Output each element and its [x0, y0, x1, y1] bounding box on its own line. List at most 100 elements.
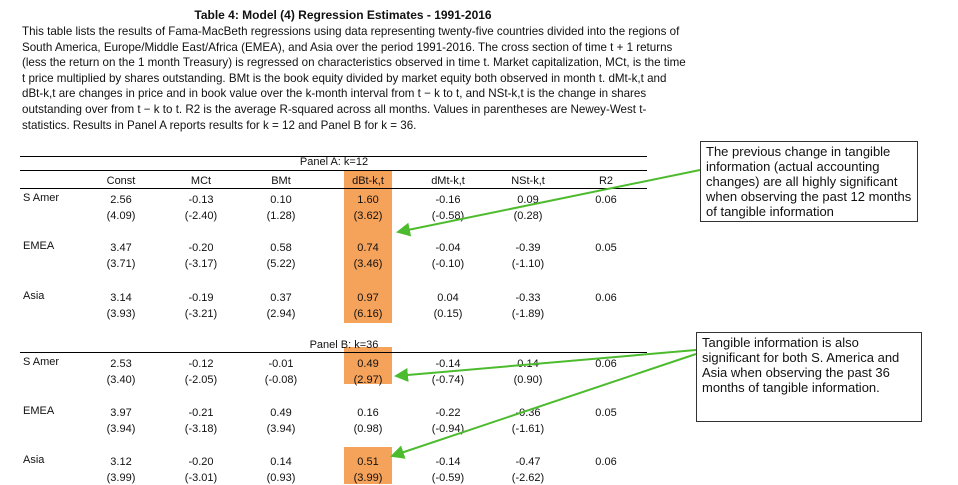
col-header-const: Const	[106, 175, 136, 187]
coef-cell: 0.14	[270, 456, 292, 468]
coef-cell: -0.16	[435, 194, 461, 206]
coef-cell: -0.33	[515, 292, 541, 304]
annotation-box-k12: The previous change in tangible informat…	[700, 141, 918, 222]
arrow-k12	[396, 169, 701, 237]
tstat-cell: (0.15)	[433, 308, 463, 320]
coef-cell: 0.49	[357, 358, 379, 370]
tstat-cell: (-3.18)	[184, 423, 218, 435]
tstat-cell: (3.46)	[353, 258, 383, 270]
row-label: S Amer	[23, 356, 60, 368]
coef-cell: 3.97	[110, 407, 132, 419]
coef-cell: 0.97	[357, 292, 379, 304]
coef-cell: 0.09	[517, 194, 539, 206]
table-caption: This table lists the results of Fama-Mac…	[22, 25, 686, 132]
coef-cell: -0.47	[515, 456, 541, 468]
tstat-cell: (-3.21)	[184, 308, 218, 320]
r2-cell: 0.06	[595, 194, 617, 206]
coef-cell: -0.36	[515, 407, 541, 419]
highlight-panel-b-samer	[344, 347, 392, 384]
tstat-cell: (-3.17)	[184, 258, 218, 270]
row-label: Asia	[23, 290, 45, 302]
coef-cell: -0.21	[188, 407, 214, 419]
tstat-cell: (-2.62)	[511, 472, 545, 484]
col-header-mc: MCt	[190, 175, 212, 187]
r2-cell: 0.05	[595, 407, 617, 419]
coef-cell: 3.47	[110, 242, 132, 254]
coef-cell: -0.14	[435, 456, 461, 468]
coef-cell: 3.12	[110, 456, 132, 468]
tstat-cell: (-0.58)	[431, 210, 465, 222]
tstat-cell: (-0.59)	[431, 472, 465, 484]
coef-cell: -0.01	[268, 358, 294, 370]
col-header-ns: NSt-k,t	[511, 175, 545, 187]
rule-panel-b	[20, 352, 647, 353]
tstat-cell: (4.09)	[106, 210, 136, 222]
rule-top	[20, 156, 647, 157]
highlight-panel-b-asia	[344, 447, 392, 484]
tstat-cell: (1.28)	[266, 210, 296, 222]
tstat-cell: (-0.74)	[431, 374, 465, 386]
tstat-cell: (0.98)	[353, 423, 383, 435]
annotation-box-k36: Tangible information is also significant…	[696, 332, 922, 422]
tstat-cell: (-2.40)	[184, 210, 218, 222]
coef-cell: -0.20	[188, 242, 214, 254]
row-label: Asia	[23, 454, 45, 466]
tstat-cell: (3.94)	[106, 423, 136, 435]
coef-cell: -0.04	[435, 242, 461, 254]
tstat-cell: (2.97)	[353, 374, 383, 386]
tstat-cell: (-1.89)	[511, 308, 545, 320]
tstat-cell: (-3.01)	[184, 472, 218, 484]
col-header-bm: BMt	[271, 175, 291, 187]
row-label: EMEA	[23, 240, 55, 252]
tstat-cell: (3.62)	[353, 210, 383, 222]
col-header-db: dBt-k,t	[352, 175, 384, 187]
row-label: S Amer	[23, 192, 60, 204]
coef-cell: -0.39	[515, 242, 541, 254]
coef-cell: 2.56	[110, 194, 132, 206]
coef-cell: 0.37	[270, 292, 292, 304]
tstat-cell: (-1.61)	[511, 423, 545, 435]
tstat-cell: (0.28)	[513, 210, 543, 222]
tstat-cell: (3.93)	[106, 308, 136, 320]
tstat-cell: (3.71)	[106, 258, 136, 270]
r2-cell: 0.06	[595, 292, 617, 304]
coef-cell: 0.10	[270, 194, 292, 206]
panel-a-label: Panel A: k=12	[299, 156, 369, 168]
arrow-k36-samer	[394, 349, 697, 382]
tstat-cell: (0.93)	[266, 472, 296, 484]
coef-cell: 0.04	[437, 292, 459, 304]
col-header-dm: dMt-k,t	[431, 175, 465, 187]
tstat-cell: (-0.10)	[431, 258, 465, 270]
tstat-cell: (5.22)	[266, 258, 296, 270]
highlight-panel-a	[344, 171, 392, 323]
coef-cell: 0.49	[270, 407, 292, 419]
tstat-cell: (3.99)	[353, 472, 383, 484]
coef-cell: -0.14	[435, 358, 461, 370]
r2-cell: 0.05	[595, 242, 617, 254]
tstat-cell: (-0.94)	[431, 423, 465, 435]
tstat-cell: (6.16)	[353, 308, 383, 320]
tstat-cell: (2.94)	[266, 308, 296, 320]
col-header-r2: R2	[598, 175, 614, 187]
coef-cell: 0.74	[357, 242, 379, 254]
coef-cell: 1.60	[357, 194, 379, 206]
tstat-cell: (-0.08)	[264, 374, 298, 386]
coef-cell: -0.20	[188, 456, 214, 468]
tstat-cell: (3.99)	[106, 472, 136, 484]
tstat-cell: (0.90)	[513, 374, 543, 386]
r2-cell: 0.06	[595, 456, 617, 468]
tstat-cell: (3.94)	[266, 423, 296, 435]
coef-cell: 0.58	[270, 242, 292, 254]
coef-cell: -0.19	[188, 292, 214, 304]
coef-cell: 3.14	[110, 292, 132, 304]
rule-panel-a	[20, 170, 647, 171]
table-title: Table 4: Model (4) Regression Estimates …	[194, 8, 492, 22]
tstat-cell: (3.40)	[106, 374, 136, 386]
r2-cell: 0.06	[595, 358, 617, 370]
coef-cell: 0.51	[357, 456, 379, 468]
panel-b-label: Panel B: k=36	[309, 339, 379, 351]
coef-cell: 0.16	[357, 407, 379, 419]
tstat-cell: (-2.05)	[184, 374, 218, 386]
rule-header	[20, 188, 647, 189]
